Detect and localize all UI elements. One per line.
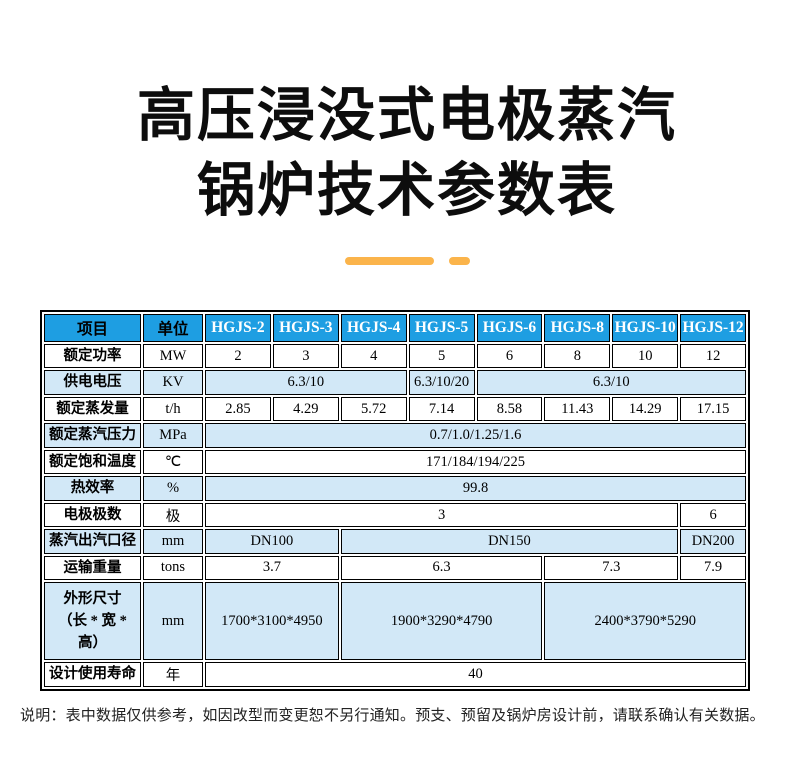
value-cell: 5.72 — [340, 396, 407, 422]
table-row: 额定饱和温度 ℃ 171/184/194/225 — [44, 449, 746, 475]
value-cell: 3 — [272, 344, 339, 369]
value-cell: 17.15 — [680, 396, 746, 422]
row-unit-cell: t/h — [143, 396, 203, 422]
value-cell: 4 — [340, 344, 407, 369]
title-underline-long-bar — [344, 257, 434, 265]
row-label-cell: 外形尺寸 （长 * 宽 * 高） — [44, 582, 141, 661]
value-cell: 8.58 — [476, 396, 543, 422]
value-cell: 40 — [205, 662, 746, 687]
row-unit-cell: MW — [143, 344, 203, 369]
row-unit-cell: 年 — [143, 662, 203, 687]
table-row: 额定蒸汽压力 MPa 0.7/1.0/1.25/1.6 — [44, 423, 746, 448]
table-header-cell: HGJS-3 — [272, 314, 339, 342]
row-label-cell: 额定饱和温度 — [44, 449, 141, 475]
value-cell: 5 — [408, 344, 475, 369]
row-unit-cell: 极 — [143, 502, 203, 528]
table-header-row: 项目 单位 HGJS-2 HGJS-3 HGJS-4 HGJS-5 HGJS-6 HGJS-8… — [44, 314, 746, 342]
table-row: 供电电压 KV 6.3/10 6.3/10/20 6.3/10 — [44, 370, 746, 395]
table-header-cell: 项目 — [44, 314, 141, 342]
row-label-cell: 设计使用寿命 — [44, 662, 141, 687]
table-header-cell: HGJS-12 — [680, 314, 746, 342]
page-title-line-1: 高压浸没式电极蒸汽 — [136, 83, 677, 148]
table-row: 热效率% 99.8 — [44, 476, 746, 501]
row-unit-cell: tons — [143, 555, 203, 581]
value-cell: 7.14 — [408, 396, 475, 422]
value-cell: 99.8 — [205, 476, 746, 501]
value-cell: 2 — [205, 344, 271, 369]
row-label-cell: 运输重量 — [44, 555, 141, 581]
table-header-cell: 单位 — [143, 314, 203, 342]
title-underline — [12, 257, 790, 265]
table-row: 蒸汽出汽口径 mm DN100 DN150 DN200 — [44, 529, 746, 554]
row-unit-cell: % — [143, 476, 203, 501]
page-title: 高压浸没式电极蒸汽 锅炉技术参数表 — [12, 78, 790, 228]
value-cell: DN200 — [680, 529, 746, 554]
value-cell: 11.43 — [544, 396, 611, 422]
row-label-cell: 电极极数 — [44, 502, 141, 528]
value-cell: 1700*3100*4950 — [205, 582, 339, 661]
table-header-cell: HGJS-5 — [408, 314, 475, 342]
value-cell: 6.3/10 — [205, 370, 407, 395]
value-cell: 10 — [612, 344, 679, 369]
table-row: 运输重量 tons 3.7 6.3 7.3 7.9 — [44, 555, 746, 581]
value-cell: 8 — [544, 344, 611, 369]
page-title-line-2: 锅炉技术参数表 — [196, 158, 617, 223]
value-cell: DN100 — [205, 529, 339, 554]
row-unit-cell: ℃ — [143, 449, 203, 475]
value-cell: 14.29 — [612, 396, 679, 422]
value-cell: 6.3/10 — [476, 370, 746, 395]
table-row: 外形尺寸 （长 * 宽 * 高） mm 1700*3100*4950 1900*329… — [44, 582, 746, 661]
value-cell: 7.3 — [544, 555, 679, 581]
row-unit-cell: MPa — [143, 423, 203, 448]
value-cell: 2400*3790*5290 — [544, 582, 746, 661]
row-label-cell: 蒸汽出汽口径 — [44, 529, 141, 554]
row-unit-cell: mm — [143, 529, 203, 554]
row-label-cell: 额定功率 — [44, 344, 141, 369]
table-header-cell: HGJS-6 — [476, 314, 543, 342]
table-header-cell: HGJS-10 — [612, 314, 679, 342]
value-cell: DN150 — [340, 529, 679, 554]
value-cell: 3 — [205, 502, 679, 528]
table-row: 额定蒸发量 t/h 2.85 4.29 5.72 7.14 8.58 11.43 14.29 17… — [44, 396, 746, 422]
value-cell: 6 — [476, 344, 543, 369]
table-row: 电极极数极 3 6 — [44, 502, 746, 528]
table-row: 设计使用寿命年 40 — [44, 662, 746, 687]
value-cell: 6 — [680, 502, 746, 528]
row-label-cell: 热效率 — [44, 476, 141, 501]
value-cell: 1900*3290*4790 — [340, 582, 543, 661]
value-cell: 0.7/1.0/1.25/1.6 — [205, 423, 746, 448]
value-cell: 171/184/194/225 — [205, 449, 746, 475]
boiler-spec-table: 项目 单位 HGJS-2 HGJS-3 HGJS-4 HGJS-5 HGJS-6 HGJS-8… — [40, 310, 750, 691]
boiler-spec-table-body: 项目 单位 HGJS-2 HGJS-3 HGJS-4 HGJS-5 HGJS-6 HGJS-8… — [44, 314, 746, 687]
row-label-cell: 额定蒸发量 — [44, 396, 141, 422]
value-cell: 3.7 — [205, 555, 339, 581]
value-cell: 6.3 — [340, 555, 543, 581]
value-cell: 6.3/10/20 — [408, 370, 475, 395]
value-cell: 4.29 — [272, 396, 339, 422]
value-cell: 12 — [680, 344, 746, 369]
table-row: 额定功率 MW 2 3 4 5 6 8 10 12 — [44, 344, 746, 369]
row-unit-cell: KV — [143, 370, 203, 395]
value-cell: 2.85 — [205, 396, 271, 422]
value-cell: 7.9 — [680, 555, 746, 581]
table-header-cell: HGJS-8 — [544, 314, 611, 342]
note-text: 说明：表中数据仅供参考，如因改型而变更恕不另行通知。预支、预留及锅炉房设计前，请… — [20, 707, 765, 724]
row-label-cell: 供电电压 — [44, 370, 141, 395]
title-underline-short-bar — [448, 257, 470, 265]
row-label-cell: 额定蒸汽压力 — [44, 423, 141, 448]
table-header-cell: HGJS-2 — [205, 314, 271, 342]
table-header-cell: HGJS-4 — [340, 314, 407, 342]
row-unit-cell: mm — [143, 582, 203, 661]
